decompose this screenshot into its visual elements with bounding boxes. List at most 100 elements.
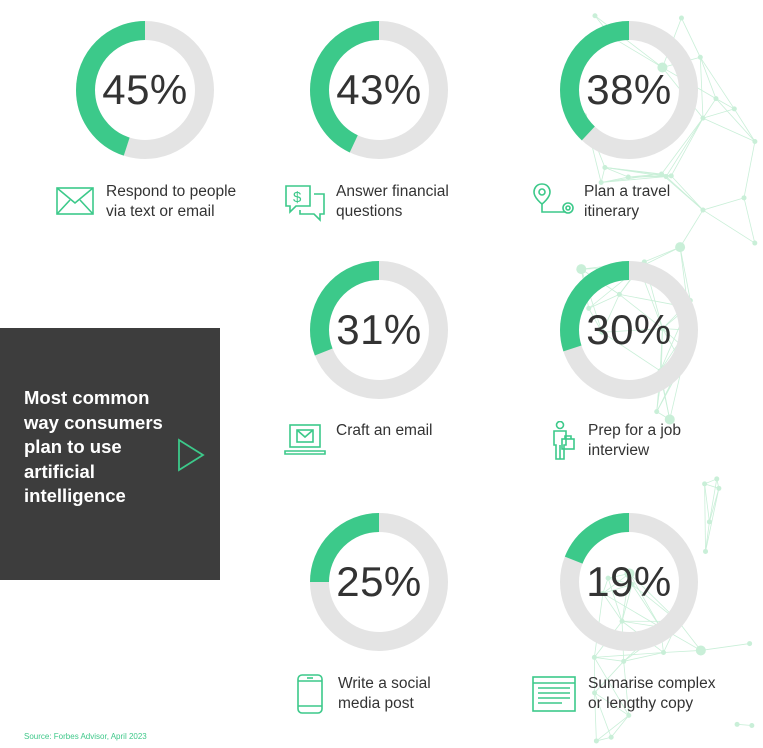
network-node (599, 329, 605, 335)
item-label: Respond to people via text or email (106, 183, 237, 220)
laptop-email-icon (284, 421, 326, 461)
network-node (657, 62, 668, 73)
item-social: Write a social media post (294, 674, 431, 714)
network-line (610, 715, 630, 738)
network-line (594, 692, 612, 738)
item-label: Plan a travel itinerary (584, 183, 671, 220)
item-travel: Plan a travel itinerary (532, 182, 670, 222)
network-line (594, 657, 630, 716)
network-node (592, 13, 598, 19)
network-line (604, 167, 629, 178)
network-line (594, 652, 664, 658)
network-line (715, 98, 756, 142)
donut-chart-email: 31% (310, 261, 448, 399)
network-node (616, 291, 622, 297)
network-line (631, 584, 661, 628)
network-node (700, 115, 706, 121)
network-line (602, 577, 609, 594)
donut-value-arc (310, 21, 448, 159)
donut-percentage: 30% (586, 306, 672, 353)
network-line (644, 246, 681, 263)
network-line (699, 57, 735, 110)
network-line (665, 176, 704, 211)
network-node (605, 575, 611, 581)
envelope-icon (54, 182, 96, 222)
network-line (588, 294, 620, 309)
money-chat-icon: $ (284, 182, 326, 222)
network-line (623, 652, 664, 662)
donut-ring (76, 21, 214, 159)
network-line (588, 308, 603, 333)
network-node (731, 106, 737, 112)
network-node (747, 641, 753, 647)
network-node (576, 264, 587, 275)
network-node (654, 409, 660, 415)
network-node (625, 174, 631, 180)
donut-percentage: 31% (336, 306, 422, 353)
network-line (679, 247, 691, 301)
item-financial: $ Answer financial questions (284, 182, 449, 222)
network-line (601, 176, 667, 183)
donut-value-arc (560, 261, 698, 399)
network-node (619, 618, 625, 624)
donut-value-arc (310, 261, 448, 399)
play-arrow-icon (178, 438, 205, 472)
network-line (702, 197, 745, 211)
donut-chart-social: 25% (310, 513, 448, 651)
network-node (695, 645, 706, 656)
network-line (661, 117, 704, 175)
donut-value-arc (76, 21, 214, 159)
network-line (702, 98, 717, 119)
document-icon (532, 674, 578, 714)
network-line (594, 656, 624, 662)
network-node (714, 476, 720, 482)
network-node (626, 712, 632, 718)
network-node (591, 654, 597, 660)
network-node (741, 195, 747, 201)
network-node (592, 690, 598, 696)
item-respond: Respond to people via text or email (54, 182, 236, 222)
svg-text:$: $ (293, 189, 302, 206)
network-line (601, 176, 629, 183)
network-line (743, 141, 756, 198)
network-line (596, 736, 612, 742)
network-line (601, 294, 620, 333)
network-node (700, 207, 706, 213)
donut-chart-financial: 43% (310, 21, 448, 159)
network-node (660, 649, 666, 655)
network-line (705, 488, 720, 552)
network-node (659, 171, 665, 177)
network-node (593, 738, 599, 744)
donut-percentage: 19% (586, 558, 672, 605)
donut-ring (560, 513, 698, 651)
donut-ring (560, 21, 698, 159)
panel-title: Most common way consumers plan to use ar… (24, 387, 163, 506)
donut-percentage: 43% (336, 66, 422, 113)
donut-chart-travel: 38% (560, 21, 698, 159)
network-node (664, 414, 675, 425)
donut-chart-summarise: 19% (560, 513, 698, 651)
network-node (586, 305, 592, 311)
title-panel: Most common way consumers plan to use ar… (0, 328, 220, 580)
network-line (621, 584, 633, 622)
smartphone-icon (294, 674, 328, 714)
network-line (628, 173, 662, 178)
network-node (629, 581, 635, 587)
network-line (743, 197, 756, 244)
donut-percentage: 38% (586, 66, 672, 113)
network-node (716, 485, 722, 491)
network-node (752, 240, 758, 246)
network-line (699, 57, 717, 99)
network-node (663, 174, 669, 180)
network-node (713, 96, 719, 102)
donut-ring (560, 261, 698, 399)
network-line (604, 167, 667, 177)
donut-ring (310, 21, 448, 159)
network-line (677, 621, 702, 651)
network-line (594, 661, 624, 694)
network-node (598, 179, 604, 185)
network-line (700, 643, 750, 651)
donut-ring (310, 261, 448, 399)
network-line (681, 17, 701, 58)
network-node (600, 590, 606, 596)
